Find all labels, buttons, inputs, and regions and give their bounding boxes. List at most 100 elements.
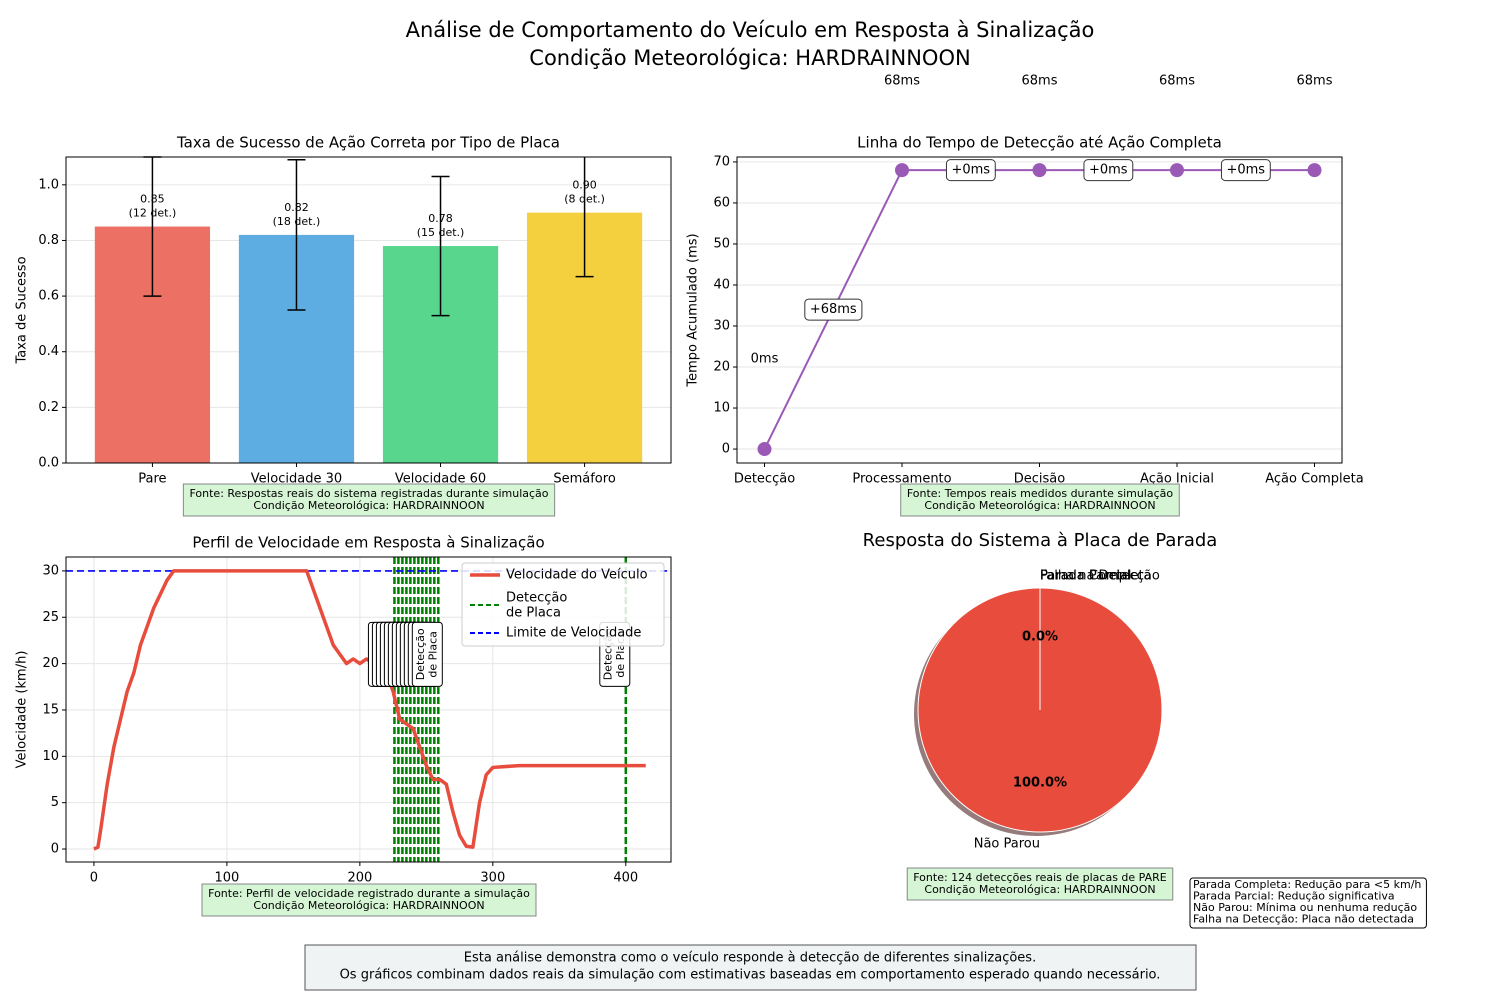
legend-note: Não Parou: Mínima ou nenhuma redução	[1193, 901, 1417, 914]
figure-subtitle: Condição Meteorológica: HARDRAINNOON	[529, 46, 970, 70]
timeline-point	[1307, 163, 1322, 178]
y-tick-label: 1.0	[38, 177, 59, 192]
timeline-point	[757, 442, 772, 457]
note: Fonte: 124 detecções reais de placas de …	[906, 867, 1174, 901]
y-tick-label: 0.4	[38, 344, 59, 359]
legend-notes-box	[1189, 877, 1427, 929]
y-tick-label: 0	[722, 442, 730, 457]
note-text: Fonte: Respostas reais do sistema regist…	[189, 487, 548, 500]
legend-box	[461, 562, 665, 647]
y-axis-label: Velocidade (km/h)	[15, 651, 30, 769]
x-tick-label: 400	[613, 871, 638, 886]
pie-label: Parada Parcial	[1040, 568, 1132, 583]
footer-line: Os gráficos combinam dados reais da simu…	[340, 968, 1161, 983]
note: Fonte: Tempos reais medidos durante simu…	[900, 483, 1180, 517]
value-label: 68ms	[884, 74, 920, 89]
note-text: Condição Meteorológica: HARDRAINNOON	[253, 899, 484, 912]
note-text: Condição Meteorológica: HARDRAINNOON	[924, 499, 1155, 512]
note-text: Condição Meteorológica: HARDRAINNOON	[924, 883, 1155, 896]
y-tick-label: 0	[51, 842, 59, 857]
speed-line	[93, 569, 646, 851]
y-tick-label: 15	[42, 702, 59, 717]
step-label-box	[804, 298, 863, 321]
x-tick-label: 0	[90, 871, 98, 886]
value-label: 0.90	[572, 179, 597, 192]
plot-frame	[65, 556, 672, 863]
step-label-box	[1083, 159, 1134, 182]
pie-value-label: 0.0%	[1022, 629, 1058, 644]
pie-legend-notes: Parada Completa: Redução para <5 km/hPar…	[1189, 877, 1427, 929]
timeline-point	[895, 163, 909, 178]
count-label: (18 det.)	[273, 215, 321, 228]
x-tick-label: Semáforo	[553, 472, 615, 487]
x-tick-label: Ação Inicial	[1140, 472, 1214, 487]
x-tick-label: Ação Completa	[1265, 472, 1363, 487]
y-axis-label: Tempo Acumulado (ms)	[686, 233, 701, 387]
x-tick-label: Pare	[138, 472, 166, 487]
note-box	[906, 867, 1174, 901]
plot-frame	[736, 156, 1343, 464]
chart-title: Resposta do Sistema à Placa de Parada	[863, 530, 1218, 551]
footer-box	[304, 944, 1197, 991]
y-tick-label: 30	[42, 563, 59, 578]
y-tick-label: 25	[42, 610, 59, 625]
y-tick-label: 0.8	[38, 233, 59, 248]
y-tick-label: 10	[42, 749, 59, 764]
y-tick-label: 10	[713, 401, 730, 416]
value-label: 0.82	[284, 201, 309, 214]
x-tick-label: 100	[214, 871, 239, 886]
note-text: Condição Meteorológica: HARDRAINNOON	[253, 499, 484, 512]
note-box	[201, 883, 537, 917]
timeline-point	[1170, 163, 1184, 178]
detection-label: Detecçãode Placa	[414, 628, 440, 680]
x-tick-label: Velocidade 60	[395, 472, 486, 487]
y-tick-label: 5	[51, 795, 59, 810]
step-label-box	[945, 159, 996, 182]
x-tick-label: 200	[347, 871, 372, 886]
x-tick-label: 300	[480, 871, 505, 886]
plot-frame	[65, 156, 672, 464]
count-label: (15 det.)	[417, 226, 465, 239]
footer-line: Esta análise demonstra como o veículo re…	[464, 951, 1036, 966]
legend-note: Parada Completa: Redução para <5 km/h	[1193, 878, 1421, 891]
legend-label: Limite de Velocidade	[506, 626, 641, 641]
chart-title: Taxa de Sucesso de Ação Correta por Tipo…	[176, 134, 560, 152]
y-axis-label: Taxa de Sucesso	[15, 256, 30, 364]
note: Fonte: Respostas reais do sistema regist…	[182, 483, 556, 517]
note-box	[900, 483, 1180, 517]
chart-title: Linha do Tempo de Detecção até Ação Comp…	[857, 134, 1222, 152]
pie-value-label: 100.0%	[1013, 776, 1067, 791]
y-tick-label: 60	[713, 195, 730, 210]
value-label: 0ms	[751, 352, 779, 367]
y-tick-label: 50	[713, 236, 730, 251]
chart-title: Perfil de Velocidade em Resposta à Sinal…	[192, 534, 544, 552]
value-label: 68ms	[1022, 74, 1058, 89]
y-tick-label: 70	[713, 154, 730, 169]
y-tick-label: 20	[713, 360, 730, 375]
x-tick-label: Decisão	[1014, 472, 1066, 487]
value-label: 68ms	[1297, 74, 1333, 89]
note-text: Fonte: Tempos reais medidos durante simu…	[907, 487, 1174, 500]
pie-label: Falha na Detecção	[1040, 568, 1160, 583]
step-label: +68ms	[810, 302, 857, 317]
figure-title: Análise de Comportamento do Veículo em R…	[406, 18, 1095, 42]
legend-label: Detecção de Placa	[506, 590, 567, 620]
step-label: +0ms	[951, 163, 990, 178]
value-label: 0.78	[428, 212, 453, 225]
x-tick-label: Velocidade 30	[251, 472, 342, 487]
y-tick-label: 40	[713, 277, 730, 292]
legend-label: Velocidade do Veículo	[506, 568, 648, 583]
note-text: Fonte: Perfil de velocidade registrado d…	[208, 887, 530, 900]
count-label: (12 det.)	[129, 207, 177, 220]
legend-note: Parada Parcial: Redução significativa	[1193, 890, 1395, 903]
count-label: (8 det.)	[564, 193, 605, 206]
y-tick-label: 0.2	[38, 400, 59, 415]
y-tick-label: 30	[713, 318, 730, 333]
x-tick-label: Processamento	[852, 472, 951, 487]
y-tick-label: 0.6	[38, 289, 59, 304]
step-label-box	[1220, 159, 1271, 182]
note-box	[182, 483, 556, 517]
value-label: 0.85	[140, 193, 165, 206]
y-tick-label: 0.0	[38, 456, 59, 471]
